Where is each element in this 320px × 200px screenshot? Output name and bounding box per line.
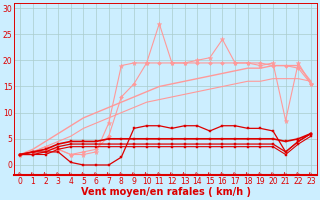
X-axis label: Vent moyen/en rafales ( km/h ): Vent moyen/en rafales ( km/h ) <box>81 187 251 197</box>
